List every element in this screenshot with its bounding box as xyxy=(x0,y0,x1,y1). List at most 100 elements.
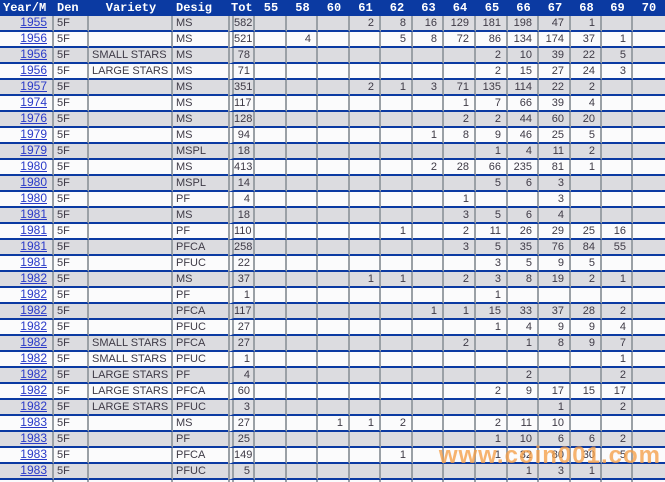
table-row: 1982 5F LARGE STARS PF 4 2 2 xyxy=(0,368,665,384)
table-row: 1983 5F PFCA 149 1 1 32 80 30 5 xyxy=(0,448,665,464)
cell-68: 84 xyxy=(571,240,602,256)
year-link[interactable]: 1981 xyxy=(20,256,47,269)
cell-63 xyxy=(413,224,444,240)
cell-58 xyxy=(287,64,318,80)
cell-den: 5F xyxy=(54,128,89,144)
year-link[interactable]: 1983 xyxy=(20,464,47,477)
year-link[interactable]: 1983 xyxy=(20,448,47,461)
cell-64: 2 xyxy=(444,272,476,288)
year-link[interactable]: 1981 xyxy=(20,224,47,237)
year-link[interactable]: 1982 xyxy=(20,400,47,413)
year-link[interactable]: 1974 xyxy=(20,96,47,109)
cell-68: 37 xyxy=(571,32,602,48)
year-link[interactable]: 1980 xyxy=(20,192,47,205)
cell-62 xyxy=(381,48,413,64)
cell-60 xyxy=(318,144,350,160)
cell-61 xyxy=(350,32,381,48)
year-cell: 1982 xyxy=(0,336,54,352)
cell-desig: MSPL xyxy=(173,144,228,160)
year-link[interactable]: 1955 xyxy=(20,16,47,29)
cell-variety: SMALL STARS xyxy=(89,352,173,368)
cell-den: 5F xyxy=(54,224,89,240)
year-link[interactable]: 1982 xyxy=(20,320,47,333)
cell-66: 4 xyxy=(508,320,539,336)
cell-61 xyxy=(350,448,381,464)
year-link[interactable]: 1957 xyxy=(20,80,47,93)
cell-variety xyxy=(89,448,173,464)
year-link[interactable]: 1980 xyxy=(20,160,47,173)
year-link[interactable]: 1956 xyxy=(20,64,47,77)
year-cell: 1983 xyxy=(0,416,54,432)
year-link[interactable]: 1979 xyxy=(20,128,47,141)
cell-67: 25 xyxy=(539,128,571,144)
cell-64: 72 xyxy=(444,32,476,48)
cell-69: 1 xyxy=(602,272,633,288)
column-header-58: 58 xyxy=(287,0,318,16)
cell-67: 22 xyxy=(539,80,571,96)
column-header-65: 65 xyxy=(476,0,508,16)
cell-55 xyxy=(255,320,287,336)
cell-67: 37 xyxy=(539,304,571,320)
cell-tot: 149 xyxy=(228,448,255,464)
year-link[interactable]: 1981 xyxy=(20,240,47,253)
cell-den: 5F xyxy=(54,48,89,64)
cell-62 xyxy=(381,176,413,192)
table-row: 1983 5F MS 27 1 1 2 2 11 10 xyxy=(0,416,665,432)
cell-variety xyxy=(89,160,173,176)
cell-66 xyxy=(508,288,539,304)
table-row: 1983 5F PFUC 5 1 3 1 xyxy=(0,464,665,480)
cell-64 xyxy=(444,416,476,432)
year-link[interactable]: 1983 xyxy=(20,416,47,429)
year-link[interactable]: 1982 xyxy=(20,384,47,397)
cell-66: 134 xyxy=(508,32,539,48)
cell-66: 26 xyxy=(508,224,539,240)
cell-55 xyxy=(255,176,287,192)
cell-70 xyxy=(633,416,665,432)
year-link[interactable]: 1983 xyxy=(20,432,47,445)
year-link[interactable]: 1982 xyxy=(20,304,47,317)
cell-63 xyxy=(413,336,444,352)
year-cell: 1956 xyxy=(0,48,54,64)
cell-70 xyxy=(633,176,665,192)
table-row: 1980 5F MSPL 14 5 6 3 xyxy=(0,176,665,192)
year-cell: 1955 xyxy=(0,16,54,32)
cell-69 xyxy=(602,112,633,128)
cell-68: 15 xyxy=(571,384,602,400)
cell-69 xyxy=(602,176,633,192)
year-link[interactable]: 1982 xyxy=(20,272,47,285)
cell-61 xyxy=(350,64,381,80)
cell-68: 6 xyxy=(571,432,602,448)
cell-69 xyxy=(602,464,633,480)
cell-58 xyxy=(287,464,318,480)
year-link[interactable]: 1979 xyxy=(20,144,47,157)
year-link[interactable]: 1982 xyxy=(20,352,47,365)
cell-60 xyxy=(318,256,350,272)
cell-58 xyxy=(287,288,318,304)
cell-62 xyxy=(381,368,413,384)
column-header-63: 63 xyxy=(413,0,444,16)
year-cell: 1982 xyxy=(0,288,54,304)
cell-61 xyxy=(350,96,381,112)
cell-64 xyxy=(444,144,476,160)
cell-variety xyxy=(89,256,173,272)
cell-66: 114 xyxy=(508,80,539,96)
cell-60: 1 xyxy=(318,416,350,432)
year-link[interactable]: 1981 xyxy=(20,208,47,221)
cell-62 xyxy=(381,144,413,160)
year-link[interactable]: 1982 xyxy=(20,336,47,349)
year-link[interactable]: 1982 xyxy=(20,368,47,381)
cell-70 xyxy=(633,448,665,464)
cell-65 xyxy=(476,400,508,416)
empty-cell xyxy=(602,480,633,482)
column-header-69: 69 xyxy=(602,0,633,16)
cell-65: 9 xyxy=(476,128,508,144)
year-link[interactable]: 1956 xyxy=(20,48,47,61)
cell-variety xyxy=(89,96,173,112)
year-link[interactable]: 1976 xyxy=(20,112,47,125)
cell-69: 2 xyxy=(602,304,633,320)
header-row: Year/M Den Variety Desig Tot 55 58 60 61 62 63 64 65… xyxy=(0,0,665,16)
year-link[interactable]: 1956 xyxy=(20,32,47,45)
year-link[interactable]: 1982 xyxy=(20,288,47,301)
year-link[interactable]: 1980 xyxy=(20,176,47,189)
cell-desig: MS xyxy=(173,80,228,96)
